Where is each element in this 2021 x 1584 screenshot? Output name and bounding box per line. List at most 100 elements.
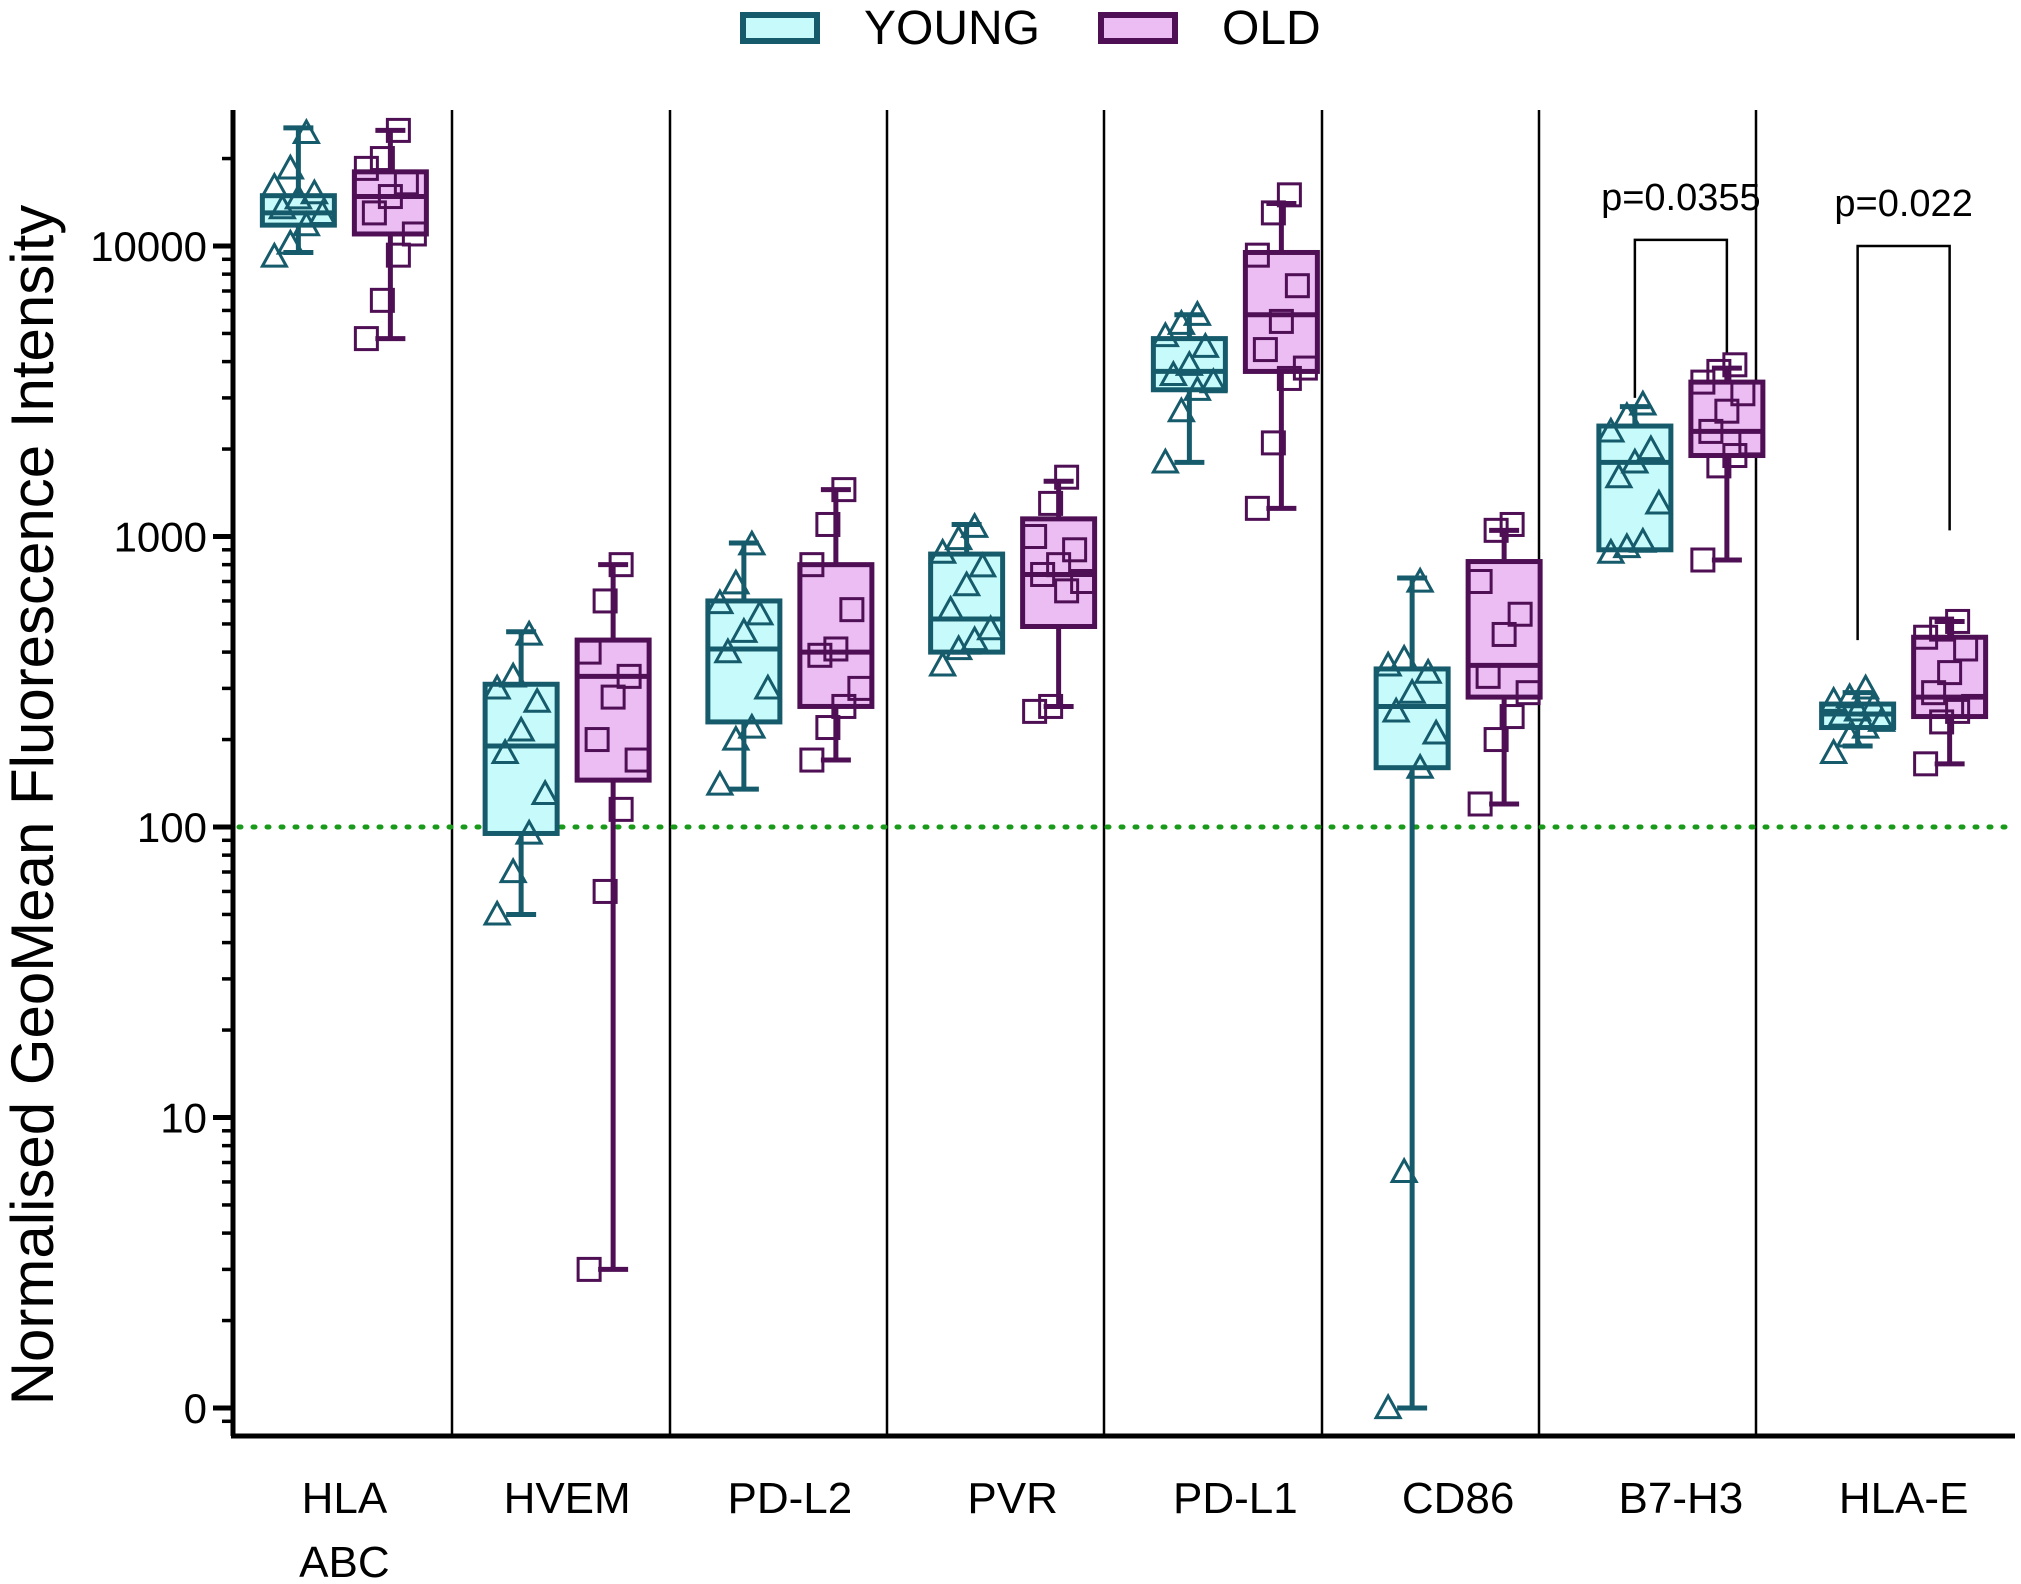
annotation-b7-h3: p=0.0355 — [1601, 177, 1761, 398]
box-pd-l1-old — [1242, 182, 1320, 521]
square-marker — [1062, 537, 1088, 563]
triangle-marker — [1389, 643, 1419, 670]
square-marker — [1276, 182, 1302, 208]
square-marker — [1292, 355, 1318, 381]
triangle-marker — [1198, 367, 1228, 394]
square-marker — [1730, 381, 1756, 407]
triangle-marker — [275, 153, 305, 180]
square-marker — [1475, 663, 1501, 689]
triangle-marker — [1397, 677, 1427, 704]
square-marker — [1491, 621, 1517, 647]
triangle-marker — [307, 198, 337, 225]
y-tick-label: 10 — [160, 1095, 207, 1142]
x-tick-label-b7-h3: B7-H3 — [1619, 1474, 1744, 1523]
triangle-marker — [1867, 705, 1897, 732]
square-marker — [1698, 418, 1724, 444]
square-marker — [847, 675, 873, 701]
box-b7-h3-old — [1688, 352, 1766, 573]
square-marker — [1070, 568, 1096, 594]
square-marker — [831, 477, 857, 503]
triangle-marker — [259, 241, 289, 268]
triangle-marker — [1636, 433, 1666, 461]
box-series — [259, 117, 1989, 1420]
square-marker — [1022, 524, 1048, 549]
triangle-marker — [1421, 718, 1451, 745]
triangle-marker — [745, 599, 775, 626]
box-hla-abc-old — [351, 117, 429, 352]
square-marker — [1244, 242, 1270, 268]
box-iqr — [1465, 559, 1543, 700]
square-marker — [1260, 430, 1286, 456]
triangle-marker — [1190, 331, 1220, 358]
triangle-marker — [713, 637, 743, 664]
square-marker — [1038, 490, 1064, 516]
legend-swatch — [740, 12, 820, 44]
triangle-marker — [522, 686, 552, 713]
box-pd-l2-young — [705, 529, 783, 796]
box-pd-l2-old — [797, 477, 875, 773]
triangle-marker — [1174, 349, 1204, 376]
triangle-marker — [275, 228, 305, 255]
triangle-marker — [530, 778, 560, 805]
triangle-marker — [1644, 488, 1674, 515]
square-marker — [600, 684, 626, 710]
square-marker — [385, 117, 411, 143]
box-hla-abc-young — [259, 117, 337, 268]
square-marker — [1953, 636, 1979, 662]
square-marker — [1054, 464, 1080, 490]
triangle-marker — [1859, 690, 1889, 717]
triangle-marker — [498, 856, 528, 884]
y-tick-label: 10000 — [90, 223, 207, 270]
x-tick-label-cd86: CD86 — [1402, 1474, 1515, 1523]
square-marker — [608, 796, 634, 822]
box-iqr — [482, 681, 560, 836]
square-marker — [1706, 358, 1732, 384]
legend-entry-young: YOUNG — [740, 2, 1040, 55]
square-marker — [369, 287, 395, 313]
square-marker — [1046, 552, 1072, 578]
triangle-marker — [960, 511, 990, 538]
square-marker — [1054, 578, 1080, 604]
square-marker — [1945, 698, 1971, 724]
triangle-marker — [482, 899, 512, 926]
triangle-marker — [1819, 737, 1849, 764]
triangle-marker — [1150, 447, 1180, 474]
square-marker — [1467, 791, 1493, 817]
square-marker — [1268, 308, 1294, 334]
triangle-marker — [968, 551, 998, 578]
square-marker — [1515, 680, 1541, 706]
square-marker — [1507, 601, 1533, 627]
square-marker — [592, 878, 618, 904]
square-marker — [815, 715, 841, 741]
square-marker — [1921, 680, 1947, 706]
triangle-marker — [1405, 566, 1435, 593]
square-marker — [584, 727, 610, 753]
legend-label: OLD — [1222, 2, 1321, 55]
box-hvem-old — [574, 552, 652, 1282]
square-marker — [1244, 495, 1270, 521]
legend-swatch — [1098, 12, 1178, 44]
square-marker — [377, 184, 403, 210]
square-marker — [1937, 660, 1963, 686]
square-marker — [385, 242, 411, 268]
x-tick-label-hla-abc: ABC — [299, 1538, 389, 1584]
y-tick-label: 100 — [137, 804, 207, 851]
triangle-marker — [976, 614, 1006, 641]
y-tick-label: 1000 — [114, 514, 207, 561]
square-marker — [576, 1256, 602, 1282]
axes: 0 10 100 1000 10000 — [90, 110, 2015, 1439]
square-marker — [592, 588, 618, 614]
square-marker — [823, 636, 849, 662]
square-marker — [1945, 608, 1971, 634]
box-iqr — [1242, 249, 1320, 374]
square-marker — [576, 639, 602, 665]
x-tick-label-pvr: PVR — [967, 1474, 1057, 1523]
legend-label: YOUNG — [864, 2, 1040, 55]
significance-bracket — [1633, 238, 1729, 398]
square-marker — [1252, 337, 1278, 363]
square-marker — [815, 511, 841, 537]
box-hla-e-young — [1819, 673, 1897, 764]
triangle-marker — [291, 117, 321, 145]
triangle-marker — [936, 594, 966, 621]
series-young — [259, 117, 1897, 1420]
